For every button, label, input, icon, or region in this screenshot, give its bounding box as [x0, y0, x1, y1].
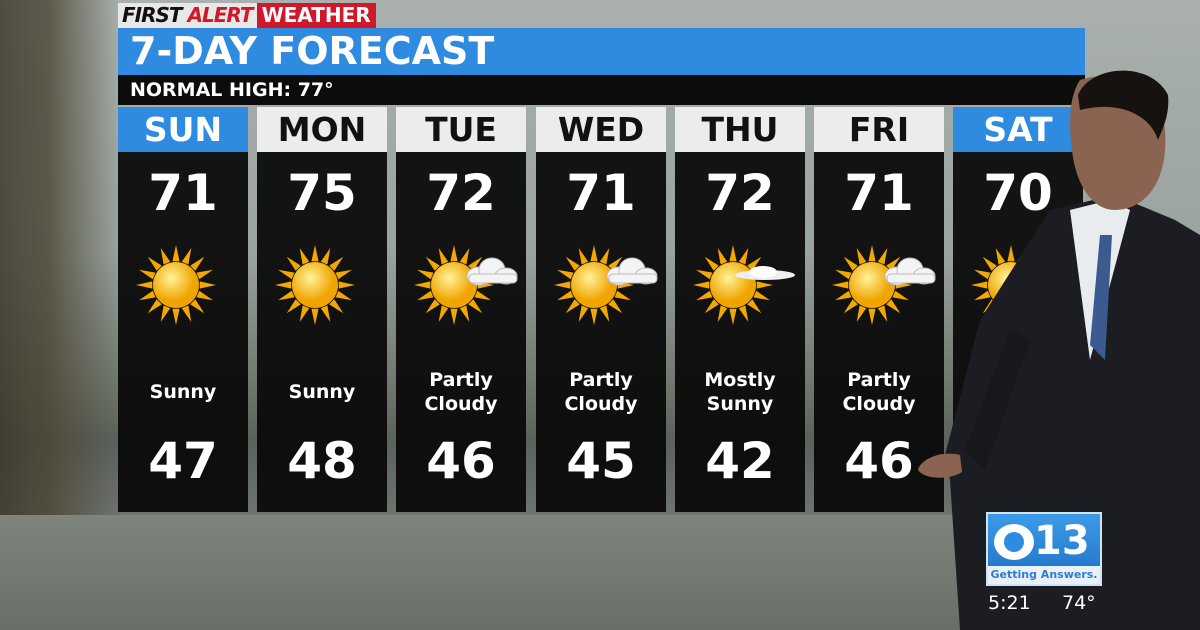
high-temp: 72 [426, 164, 496, 222]
low-temp: 46 [844, 432, 914, 490]
normal-high: NORMAL HIGH: 77° [118, 75, 1085, 105]
first-alert-weather-logo: FIRST ALERT WEATHER [118, 3, 376, 28]
high-temp: 72 [705, 164, 775, 222]
day-label: SUN [118, 107, 248, 152]
sun-icon [275, 245, 355, 325]
current-temperature: 74° [1062, 592, 1096, 614]
forecast-day-sun: SUN 71 Sunny 47 [118, 107, 248, 512]
high-temp: 70 [983, 164, 1053, 222]
cbs13-logo: 13 Getting Answers. [986, 512, 1102, 586]
high-temp: 75 [287, 164, 357, 222]
condition: Mostly Sunny [704, 369, 776, 415]
low-temp: 48 [287, 432, 357, 490]
day-label: WED [536, 107, 666, 152]
day-label: MON [257, 107, 387, 152]
condition: Sunny [288, 381, 356, 403]
high-temp: 71 [844, 164, 914, 222]
day-label: FRI [814, 107, 944, 152]
partly-cloudy-icon [414, 245, 518, 325]
day-label: THU [675, 107, 805, 152]
low-temp: 45 [566, 432, 636, 490]
cbs-eye-icon [994, 524, 1034, 560]
forecast-day-mon: MON 75 Sunny 48 [257, 107, 387, 512]
low-temp: 47 [148, 432, 218, 490]
sun-icon [136, 245, 216, 325]
low-temp: 46 [426, 432, 496, 490]
high-temp: 71 [566, 164, 636, 222]
page-title: 7-DAY FORECAST [118, 28, 1085, 75]
forecast-day-tue: TUE 72 Partly Cloudy 46 [396, 107, 526, 512]
forecast-day-fri: FRI 71 Partly Cloudy 46 [814, 107, 944, 512]
condition: Partly Cloudy [842, 369, 916, 415]
condition: Partly Cloudy [424, 369, 498, 415]
partly-cloudy-icon [832, 245, 936, 325]
condition: Partly Cloudy [564, 369, 638, 415]
day-label: TUE [396, 107, 526, 152]
forecast-day-wed: WED 71 Partly Cloudy 45 [536, 107, 666, 512]
partly-cloudy-icon [554, 245, 658, 325]
mostly-sunny-icon [693, 245, 795, 325]
clock: 5:21 [988, 592, 1031, 614]
low-temp: 42 [705, 432, 775, 490]
day-label: SAT [953, 107, 1083, 152]
high-temp: 71 [148, 164, 218, 222]
forecast-day-thu: THU 72 Mostly Sunny 42 [675, 107, 805, 512]
condition: Sunny [149, 381, 217, 403]
